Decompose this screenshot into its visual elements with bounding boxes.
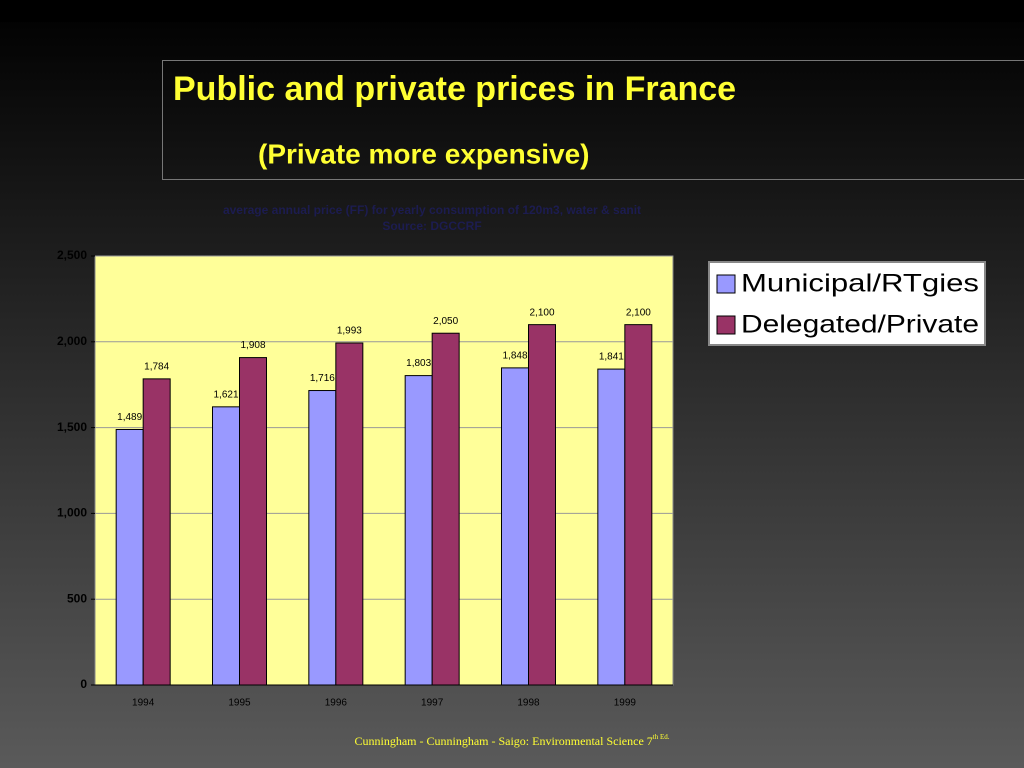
value-label: 2,050 <box>433 316 458 327</box>
value-label: 2,100 <box>626 307 651 318</box>
bar <box>501 367 529 686</box>
x-tick-label: 1999 <box>614 698 637 709</box>
value-label: 1,784 <box>144 362 169 373</box>
value-label: 1,489 <box>117 412 142 423</box>
value-label: 1,841 <box>599 352 624 363</box>
bar <box>431 332 460 686</box>
bar <box>404 375 433 686</box>
legend-swatch <box>716 315 736 335</box>
chart: 0 500 1,000 1,500 2,000 2,500 1,489 1,621 1,716 1… <box>57 248 986 709</box>
x-tick-label: 1998 <box>517 698 540 709</box>
bar <box>212 406 240 686</box>
y-tick-label: 500 <box>67 591 87 605</box>
value-label: 1,848 <box>502 351 527 362</box>
bar <box>308 390 337 686</box>
value-label: 1,621 <box>213 389 238 400</box>
y-tick-label: 2,000 <box>57 334 87 348</box>
bar <box>335 342 364 686</box>
value-label: 1,993 <box>337 326 362 337</box>
top-band <box>0 0 1024 22</box>
footer: Cunningham - Cunningham - Saigo: Environ… <box>354 733 669 748</box>
legend-swatch <box>716 274 736 294</box>
x-tick-label: 1994 <box>132 698 155 709</box>
value-label: 1,803 <box>406 358 431 369</box>
y-tick-label: 1,000 <box>57 506 87 520</box>
bar <box>115 428 144 686</box>
y-tick-label: 0 <box>80 677 87 691</box>
x-tick-label: 1995 <box>228 698 251 709</box>
value-label: 1,716 <box>310 373 335 384</box>
value-label: 1,908 <box>240 340 265 351</box>
bar <box>528 324 556 686</box>
legend-box <box>708 261 986 346</box>
x-tick-label: 1997 <box>421 698 444 709</box>
footer-text: Cunningham - Cunningham - Saigo: Environ… <box>354 734 652 748</box>
bar <box>239 357 267 686</box>
bar <box>597 368 626 686</box>
bar <box>142 378 171 686</box>
footer-sup: th Ed. <box>653 733 670 741</box>
chart-title: average annual price (FF) for yearly con… <box>223 203 641 217</box>
y-tick-label: 2,500 <box>57 248 87 262</box>
legend-label: Delegated/Private <box>741 311 979 339</box>
value-label: 2,100 <box>529 307 554 318</box>
bar <box>624 324 653 686</box>
slide-subtitle: (Private more expensive) <box>258 138 590 169</box>
legend-label: Municipal/RTgies <box>741 270 979 298</box>
x-tick-label: 1996 <box>325 698 348 709</box>
title-box <box>162 60 1024 180</box>
chart-subtitle: Source: DGCCRF <box>382 219 481 233</box>
plot-area <box>94 255 674 686</box>
y-tick-label: 1,500 <box>57 420 87 434</box>
slide-title: Public and private prices in France <box>173 70 736 108</box>
